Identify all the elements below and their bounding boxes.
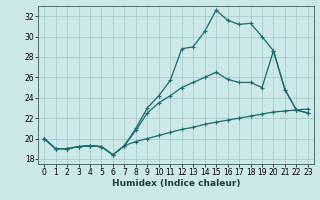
X-axis label: Humidex (Indice chaleur): Humidex (Indice chaleur) [112,179,240,188]
